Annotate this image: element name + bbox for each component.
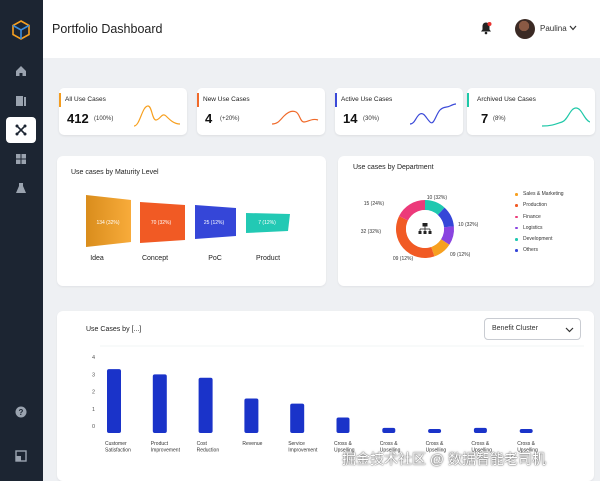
usecases-by-title: Use Cases by [...] xyxy=(86,326,142,333)
bar[interactable] xyxy=(473,427,487,433)
user-name[interactable]: Paulina xyxy=(540,24,567,33)
x-category-label: Product Improvement xyxy=(151,441,181,454)
funnel-category-label: Concept xyxy=(141,255,169,262)
kpi-card-active[interactable]: Active Use Cases 14 (30%) xyxy=(335,88,463,135)
kpi-label: Active Use Cases xyxy=(341,96,393,103)
sidebar-item-collapse[interactable] xyxy=(6,443,36,469)
flask-icon xyxy=(16,183,26,193)
book-icon xyxy=(16,96,26,106)
kpi-label: Archived Use Cases xyxy=(477,96,536,103)
home-icon xyxy=(16,66,26,76)
legend-swatch xyxy=(515,215,518,219)
bar[interactable] xyxy=(244,398,259,434)
bar[interactable] xyxy=(107,369,121,433)
legend-item[interactable]: Development xyxy=(513,236,564,247)
bar[interactable] xyxy=(428,429,442,433)
bar[interactable] xyxy=(152,374,167,433)
x-category-label: Cross & Upselling xyxy=(380,441,401,454)
benefit-cluster-select[interactable]: Benefit Cluster xyxy=(484,318,581,340)
kpi-label: All Use Cases xyxy=(65,96,106,103)
top-bar: Portfolio Dashboard Paulina xyxy=(43,0,600,58)
sparkline xyxy=(134,105,181,127)
sidebar: ? xyxy=(0,0,43,481)
kpi-card-new[interactable]: New Use Cases 4 (+20%) xyxy=(197,88,325,135)
kpi-accent-bar xyxy=(467,93,469,107)
y-tick-label: 2 xyxy=(92,390,95,396)
legend-item[interactable]: Others xyxy=(513,247,564,258)
chevron-down-icon xyxy=(565,327,574,333)
collapse-icon xyxy=(15,450,27,462)
legend-item[interactable]: Sales & Marketing xyxy=(513,191,564,202)
funnel-category-label: PoC xyxy=(208,255,222,262)
help-icon: ? xyxy=(15,406,27,418)
sidebar-item-dashboard[interactable] xyxy=(6,146,36,172)
legend-swatch xyxy=(515,193,518,196)
legend-item[interactable]: Production xyxy=(513,202,564,213)
x-category-label: Service Improvement xyxy=(288,441,318,454)
department-card-title: Use cases by Department xyxy=(353,164,434,171)
x-category-label: Cross & Upselling xyxy=(334,441,355,454)
y-tick-label: 4 xyxy=(92,355,95,361)
bar[interactable] xyxy=(290,403,305,433)
kpi-label: New Use Cases xyxy=(203,96,250,103)
legend-swatch xyxy=(515,204,518,207)
sparkline xyxy=(272,110,319,125)
x-category-label: Cost Reduction xyxy=(197,441,220,454)
department-legend: Sales & Marketing Production Finance Log… xyxy=(513,191,564,259)
kpi-card-all[interactable]: All Use Cases 412 (100%) xyxy=(59,88,187,135)
y-tick-label: 1 xyxy=(92,407,95,413)
kpi-percent: (+20%) xyxy=(220,116,240,122)
legend-swatch xyxy=(515,238,518,241)
x-category-label: Cross & Upselling xyxy=(471,441,492,454)
sidebar-item-lab[interactable] xyxy=(6,175,36,201)
bar[interactable] xyxy=(336,417,350,433)
grid-icon xyxy=(16,154,26,164)
sidebar-item-home[interactable] xyxy=(6,58,36,84)
bar[interactable] xyxy=(198,377,213,433)
x-category-label: Revenue xyxy=(242,441,262,447)
legend-swatch xyxy=(515,249,518,252)
kpi-percent: (30%) xyxy=(363,116,380,122)
x-category-label: Cross & Upselling xyxy=(426,441,447,454)
legend-item[interactable]: Logistics xyxy=(513,225,564,236)
svg-text:?: ? xyxy=(19,408,24,417)
select-value: Benefit Cluster xyxy=(492,325,538,332)
sidebar-item-library[interactable] xyxy=(6,88,36,114)
sidebar-item-network[interactable] xyxy=(6,117,36,143)
sparkline xyxy=(410,103,457,125)
kpi-value: 7 xyxy=(481,111,489,126)
network-icon xyxy=(15,124,27,136)
kpi-percent: (8%) xyxy=(493,116,506,122)
bell-icon[interactable] xyxy=(479,21,493,35)
y-tick-label: 3 xyxy=(92,372,95,378)
kpi-value: 4 xyxy=(205,111,213,126)
maturity-card-title: Use cases by Maturity Level xyxy=(71,169,159,176)
kpi-accent-bar xyxy=(335,93,337,107)
bar[interactable] xyxy=(519,429,533,433)
x-category-label: Customer Satisfaction xyxy=(105,441,131,454)
funnel-category-label: Idea xyxy=(90,255,104,262)
x-category-label: Cross & Upselling xyxy=(517,441,538,454)
kpi-accent-bar xyxy=(197,93,199,107)
sidebar-item-help[interactable]: ? xyxy=(6,399,36,425)
kpi-value: 14 xyxy=(343,111,358,126)
page-title: Portfolio Dashboard xyxy=(52,22,163,36)
avatar[interactable] xyxy=(515,19,535,39)
bar[interactable] xyxy=(382,427,396,433)
kpi-accent-bar xyxy=(59,93,61,107)
y-tick-label: 0 xyxy=(92,424,95,430)
kpi-card-archived[interactable]: Archived Use Cases 7 (8%) xyxy=(467,88,595,135)
kpi-percent: (100%) xyxy=(94,116,114,122)
kpi-value: 412 xyxy=(67,111,89,126)
chevron-down-icon[interactable] xyxy=(569,25,577,31)
department-card xyxy=(338,156,594,286)
legend-item[interactable]: Finance xyxy=(513,214,564,225)
watermark: 掘金技术社区 @ 数据智能老司机 xyxy=(342,451,546,467)
cube-logo-icon[interactable] xyxy=(11,20,31,40)
sparkline xyxy=(542,107,590,127)
funnel-category-label: Product xyxy=(255,255,281,262)
legend-swatch xyxy=(515,226,518,230)
